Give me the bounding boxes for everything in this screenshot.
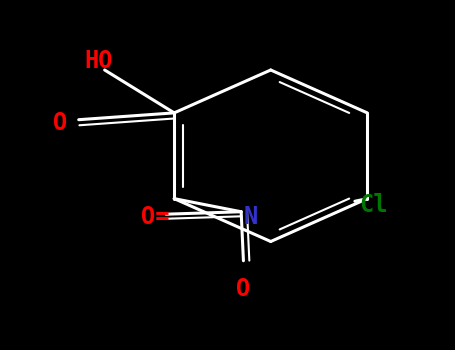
Text: O=: O= [141,205,170,229]
Text: HO: HO [84,49,113,73]
Text: O: O [236,276,251,301]
Text: N: N [243,205,258,229]
Text: O: O [53,111,67,134]
Text: Cl: Cl [359,193,388,217]
